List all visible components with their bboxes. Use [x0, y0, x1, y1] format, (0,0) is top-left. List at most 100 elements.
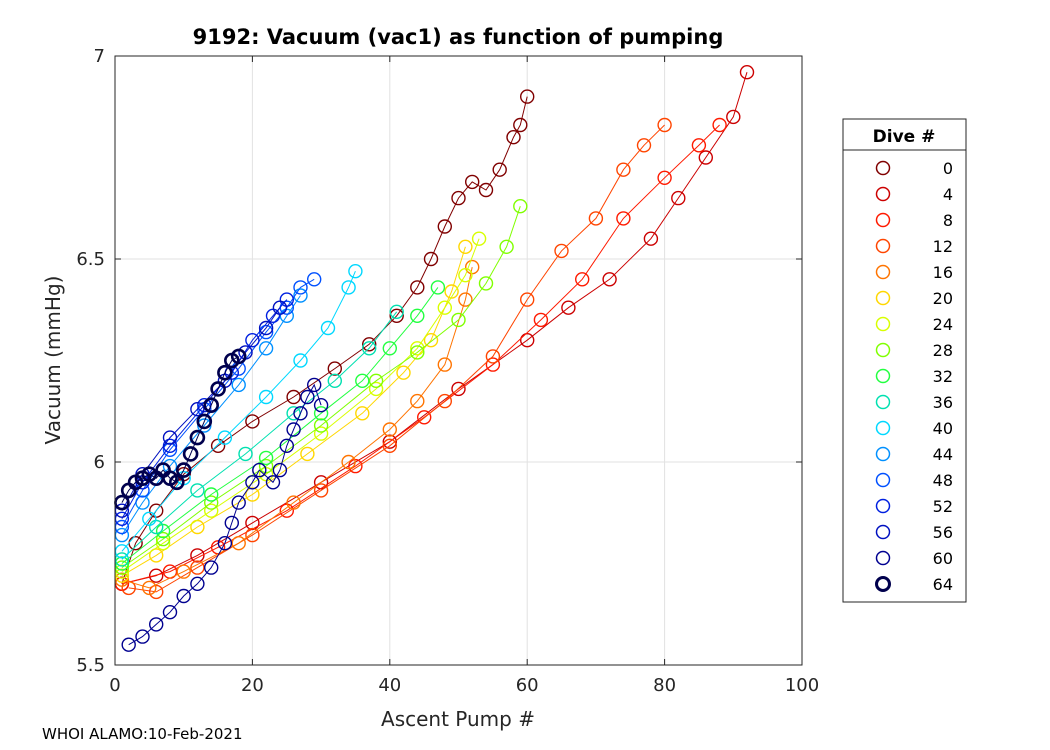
series-line	[121, 278, 315, 528]
data-point	[148, 617, 164, 632]
series-dive-16	[114, 259, 480, 596]
data-point	[148, 548, 164, 563]
data-point	[444, 284, 459, 299]
data-point	[272, 462, 288, 478]
x-tick-label: 80	[653, 675, 676, 696]
plot-area	[115, 56, 802, 665]
data-point	[217, 364, 233, 381]
series-layer	[114, 64, 755, 652]
data-point	[698, 150, 713, 165]
legend-label: 64	[933, 575, 953, 594]
data-point	[362, 341, 377, 356]
legend-marker	[875, 576, 891, 592]
data-point	[575, 272, 590, 287]
legend-marker	[875, 368, 891, 384]
data-point	[355, 406, 370, 421]
data-point	[279, 438, 294, 453]
tick-layer: 0 20 40 60 80 100 5.5 6 6.5 7	[76, 46, 819, 696]
legend-label: 16	[933, 263, 953, 282]
data-point	[313, 483, 329, 498]
data-point	[423, 333, 439, 348]
data-point	[410, 308, 425, 323]
legend-marker	[875, 420, 891, 436]
legend-entry: 36	[875, 393, 953, 412]
legend-entry: 8	[875, 211, 953, 230]
data-point	[382, 341, 397, 356]
series-line	[121, 238, 480, 573]
data-point	[499, 239, 514, 255]
data-point	[389, 304, 404, 319]
data-point	[286, 422, 301, 437]
data-point	[245, 414, 260, 429]
data-point	[203, 560, 219, 575]
data-point	[616, 162, 631, 177]
legend-entry: 24	[875, 315, 953, 334]
data-point	[520, 292, 535, 307]
legend-label: 36	[933, 393, 953, 412]
data-point	[437, 219, 452, 234]
legend-label: 32	[933, 367, 953, 386]
legend-marker	[875, 446, 891, 462]
data-point	[231, 536, 246, 551]
data-point	[286, 495, 301, 510]
series-line	[121, 266, 473, 589]
data-point	[300, 389, 315, 405]
data-point	[231, 377, 246, 393]
data-point	[258, 341, 274, 356]
legend-entry: 40	[875, 419, 953, 438]
data-point	[506, 129, 521, 145]
data-point	[182, 446, 199, 462]
data-point	[327, 373, 342, 388]
series-dive-28	[114, 198, 528, 575]
grid-layer	[115, 56, 802, 665]
series-dive-32	[114, 280, 446, 571]
data-point	[355, 373, 370, 388]
data-point	[410, 393, 425, 409]
data-point	[389, 308, 404, 323]
data-point	[451, 312, 466, 328]
data-point	[252, 462, 267, 478]
data-point	[238, 446, 253, 462]
data-point	[382, 438, 397, 453]
data-point	[341, 454, 356, 470]
data-point	[203, 495, 219, 510]
data-point	[217, 430, 233, 445]
data-point	[492, 162, 507, 177]
data-point	[348, 458, 363, 474]
x-tick-label: 0	[109, 675, 120, 696]
data-point	[513, 198, 528, 214]
legend-marker	[875, 524, 891, 540]
legend-entry: 52	[875, 497, 953, 516]
data-point	[272, 300, 288, 315]
data-point	[162, 442, 178, 457]
data-point	[657, 170, 672, 186]
series-line	[121, 311, 398, 560]
data-point	[286, 389, 301, 405]
legend-marker	[875, 342, 891, 358]
legend-box	[842, 118, 967, 603]
legend-marker	[875, 550, 891, 566]
legend-marker	[875, 394, 891, 410]
y-tick-label: 5.5	[76, 655, 105, 676]
legend-label: 24	[933, 315, 953, 334]
data-point	[410, 280, 425, 295]
data-point	[691, 138, 707, 153]
series-line	[128, 383, 322, 646]
data-point	[148, 584, 164, 600]
data-point	[471, 231, 487, 246]
data-point	[485, 349, 501, 364]
data-point	[451, 381, 466, 397]
data-point	[293, 406, 308, 421]
data-point	[258, 450, 274, 466]
data-point	[368, 381, 384, 397]
data-point	[410, 345, 425, 360]
legend-marker	[875, 186, 891, 202]
legend-label: 8	[943, 211, 953, 230]
data-point	[203, 487, 219, 502]
data-point	[671, 190, 686, 206]
y-axis-label: Vacuum (mmHg)	[41, 276, 65, 445]
data-point	[245, 333, 260, 348]
y-tick-label: 6	[94, 452, 105, 473]
